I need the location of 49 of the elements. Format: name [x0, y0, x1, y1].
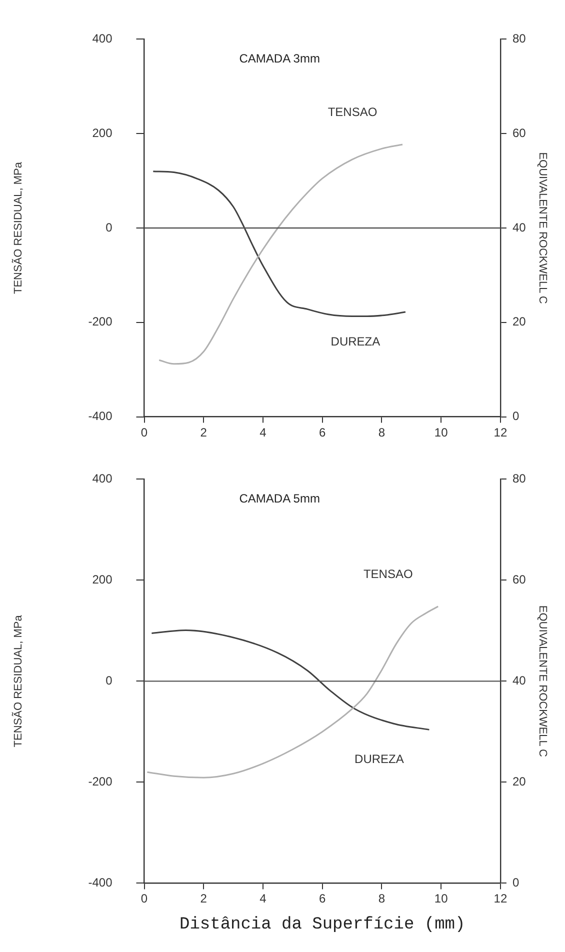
x-tick-label: 12	[494, 425, 508, 440]
y2-tick-label: 60	[512, 126, 526, 140]
y2-tick-label: 20	[512, 774, 526, 789]
line-series	[146, 606, 439, 778]
line-series	[150, 629, 430, 730]
line-series	[152, 170, 406, 318]
text: DUREZA	[354, 752, 404, 766]
x-tick-label: 0	[140, 892, 148, 906]
y-tick-label: 400	[92, 32, 113, 46]
text: CAMADA 3mm	[239, 52, 320, 66]
text: TENSAO	[328, 104, 378, 119]
y2-tick-label: 20	[512, 314, 526, 329]
y2-tick-label: 0	[512, 409, 520, 424]
x-tick-label: 10	[434, 892, 448, 906]
x-tick-label: 4	[260, 425, 267, 440]
y2-axis-title: EQUIVALENTE ROCKWELL C	[536, 605, 548, 758]
x-tick-label: 12	[494, 892, 508, 906]
x-tick-label: 8	[378, 892, 386, 906]
x-tick-label: 6	[319, 425, 326, 440]
y-axis-title: TENSÃO RESIDUAL, MPa	[12, 614, 25, 748]
x-tick-label: 2	[200, 425, 208, 440]
y2-tick-label: 40	[512, 220, 526, 234]
y2-tick-label: 60	[512, 572, 526, 587]
line-series	[158, 144, 404, 365]
y2-tick-label: 80	[512, 32, 526, 46]
y2-tick-label: 40	[512, 674, 526, 688]
y-tick-label: -200	[88, 314, 113, 329]
y-tick-label: 200	[92, 572, 113, 587]
y-tick-label: 200	[92, 126, 113, 140]
y2-tick-label: 80	[512, 472, 526, 486]
x-tick-label: 0	[140, 425, 148, 440]
y-tick-label: -400	[88, 409, 113, 424]
text: CAMADA 5mm	[239, 492, 320, 506]
x-tick-label: 4	[260, 892, 267, 906]
y-tick-label: -200	[88, 774, 113, 789]
x-tick-label: 10	[434, 425, 448, 440]
x-tick-label: 6	[319, 892, 326, 906]
x-tick-label: 8	[378, 425, 386, 440]
text: TENSAO	[363, 566, 413, 581]
y2-tick-label: 0	[512, 876, 520, 890]
y-tick-label: 0	[106, 674, 113, 688]
x-axis-title: Distância da Superfície (mm)	[180, 915, 466, 934]
y-axis-title: TENSÃO RESIDUAL, MPa	[12, 161, 25, 294]
y-tick-label: 0	[106, 220, 113, 234]
y-tick-label: 400	[92, 472, 113, 486]
series-label: DUREZA	[330, 334, 380, 348]
y2-axis-title: EQUIVALENTE ROCKWELL C	[536, 152, 548, 304]
x-tick-label: 2	[200, 892, 208, 906]
y-tick-label: -400	[88, 876, 113, 890]
